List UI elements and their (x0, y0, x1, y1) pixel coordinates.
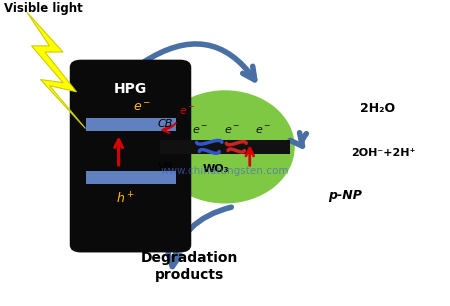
FancyBboxPatch shape (161, 140, 289, 154)
Text: $h^+$: $h^+$ (116, 191, 135, 207)
Text: HPG: HPG (114, 82, 147, 95)
Text: WO₃: WO₃ (203, 164, 229, 174)
Text: Visible light: Visible light (4, 2, 83, 14)
Text: CB: CB (158, 119, 173, 129)
Polygon shape (27, 12, 86, 129)
Text: $e^-$: $e^-$ (192, 125, 208, 136)
Text: 2H₂O: 2H₂O (360, 102, 395, 115)
Text: 2OH⁻+2H⁺: 2OH⁻+2H⁺ (351, 148, 415, 158)
Text: Degradation
products: Degradation products (140, 251, 238, 282)
FancyBboxPatch shape (86, 171, 176, 184)
Text: p-NP: p-NP (328, 189, 362, 202)
Text: $e^-$: $e^-$ (255, 125, 271, 136)
Text: www.chinatungsten.com: www.chinatungsten.com (161, 166, 289, 176)
Text: $e^-$: $e^-$ (179, 106, 195, 118)
FancyBboxPatch shape (86, 118, 176, 131)
Ellipse shape (155, 90, 295, 203)
Text: VB: VB (158, 162, 173, 172)
Text: $e^-$: $e^-$ (133, 101, 152, 114)
Text: $e^-$: $e^-$ (224, 125, 240, 136)
FancyBboxPatch shape (70, 60, 191, 252)
